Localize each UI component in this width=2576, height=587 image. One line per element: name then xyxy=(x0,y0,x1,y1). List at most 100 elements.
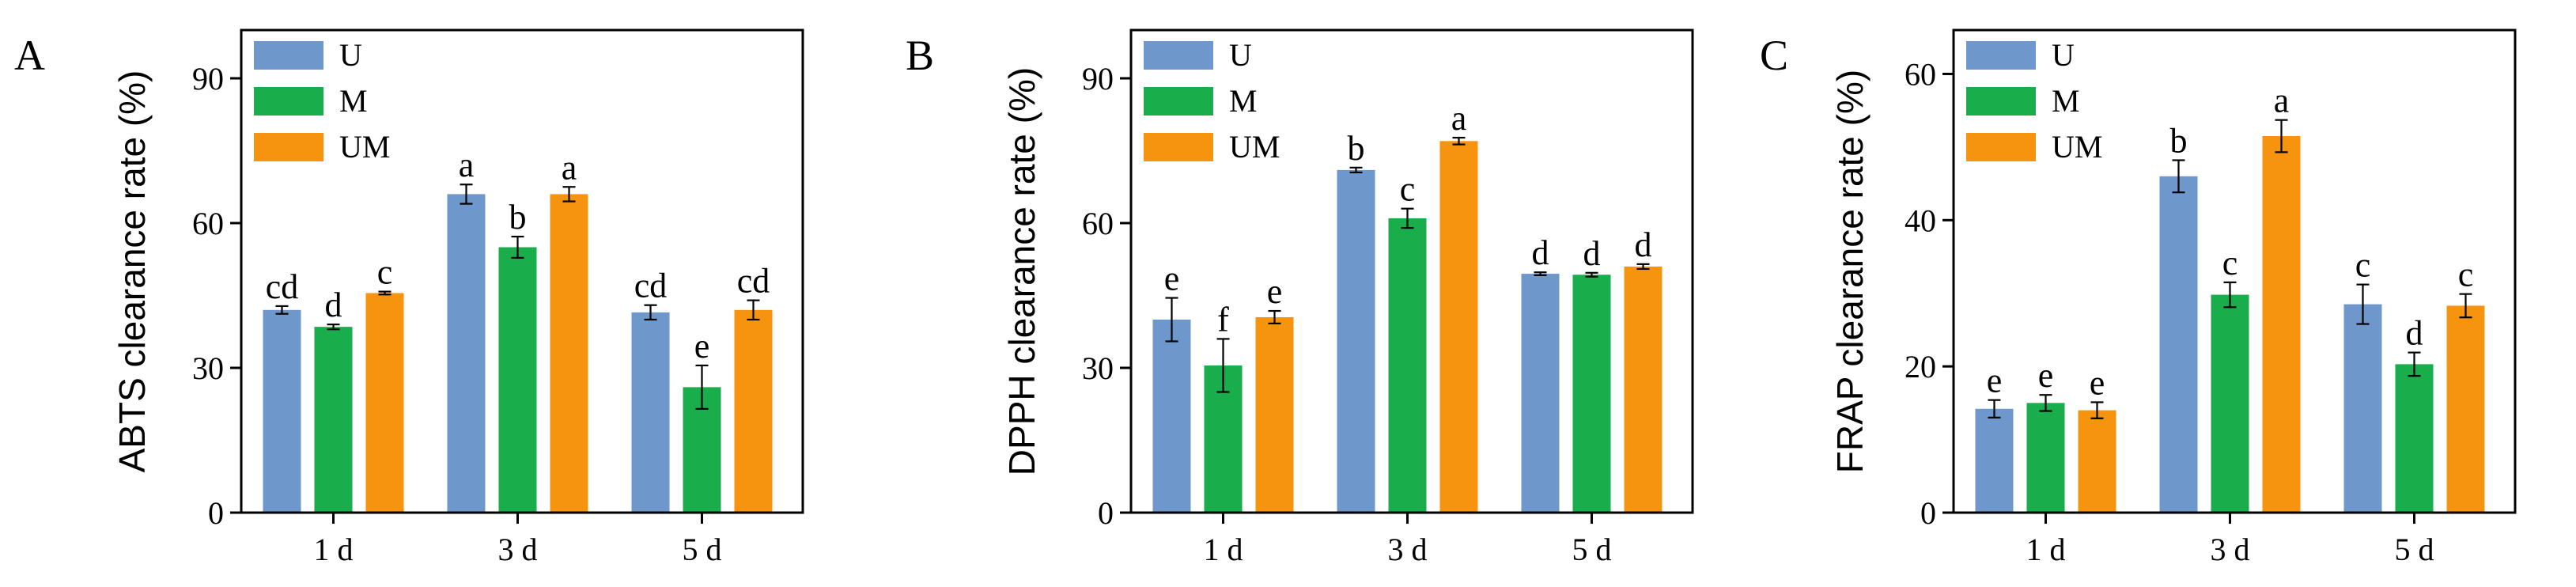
legend: UM UM xyxy=(254,37,390,165)
significance-letter: b xyxy=(2170,122,2188,161)
error-bar xyxy=(2459,293,2472,319)
bar-m xyxy=(2395,364,2434,513)
legend-label-u: U xyxy=(2052,37,2075,73)
error-bar xyxy=(1452,136,1466,146)
error-bar xyxy=(511,235,524,259)
legend-swatch-m xyxy=(254,87,323,116)
significance-letter: e xyxy=(1987,362,2003,400)
error-bar xyxy=(1585,271,1598,278)
legend-swatch-m xyxy=(1966,87,2036,116)
bar-u xyxy=(1337,169,1375,513)
bar-m xyxy=(1572,275,1611,513)
y-axis-label: FRAP clearance rate (%) xyxy=(1829,70,1871,473)
error-bar xyxy=(275,305,289,315)
bar-um xyxy=(365,293,404,513)
bar-m xyxy=(314,327,353,513)
error-bar xyxy=(2275,119,2288,153)
significance-letter: a xyxy=(562,148,577,187)
x-tick-label: 5 d xyxy=(1572,532,1612,567)
error-bar xyxy=(2172,159,2185,194)
legend-swatch-m xyxy=(1144,87,1213,116)
y-tick-label: 90 xyxy=(1082,61,1114,97)
bar-u xyxy=(1152,320,1191,513)
legend-label-um: UM xyxy=(2052,129,2102,165)
significance-letter: a xyxy=(1451,99,1467,138)
error-bar xyxy=(327,324,340,331)
bar-um xyxy=(2446,305,2485,513)
error-bar xyxy=(1988,399,2001,418)
bar-u xyxy=(263,309,301,513)
legend-label-um: UM xyxy=(339,129,390,165)
error-bar xyxy=(2223,281,2237,309)
error-bar xyxy=(644,304,657,321)
significance-letter: c xyxy=(2458,256,2474,294)
y-tick-label: 0 xyxy=(1098,495,1114,531)
y-tick-label: 40 xyxy=(1905,203,1936,238)
error-bar xyxy=(1636,263,1650,271)
bar-u xyxy=(2343,304,2382,513)
bar-m xyxy=(1388,218,1427,513)
legend-swatch-u xyxy=(1966,41,2036,70)
significance-letter: c xyxy=(2355,246,2371,285)
significance-letter: a xyxy=(2274,81,2290,120)
legend: UM UM xyxy=(1144,37,1280,165)
error-bar xyxy=(695,364,709,410)
legend-label-u: U xyxy=(339,37,362,73)
legend-label-m: M xyxy=(339,83,368,119)
y-tick-label: 60 xyxy=(192,206,224,241)
significance-letter: e xyxy=(2038,356,2054,395)
bar-m xyxy=(2211,294,2249,513)
bar-u xyxy=(2159,176,2198,513)
error-bar xyxy=(2090,401,2104,419)
y-axis-label: ABTS clearance rate (%) xyxy=(112,70,153,473)
x-tick-label: 5 d xyxy=(683,532,722,567)
y-tick-label: 0 xyxy=(208,495,224,531)
error-bar xyxy=(2408,351,2421,377)
x-tick-label: 1 d xyxy=(2026,532,2066,567)
y-tick-label: 0 xyxy=(1920,495,1936,531)
error-bar xyxy=(1401,207,1414,229)
bar-um xyxy=(2078,410,2116,513)
significance-letter: cd xyxy=(634,267,668,305)
error-bar xyxy=(1165,297,1178,343)
significance-letter: c xyxy=(1400,170,1416,209)
significance-letter: c xyxy=(2222,244,2238,282)
legend: UM UM xyxy=(1966,37,2102,165)
error-bar xyxy=(2039,394,2052,412)
significance-letter: e xyxy=(694,327,710,365)
significance-letter: cd xyxy=(737,262,770,301)
panel-letter: B xyxy=(906,32,934,79)
significance-letter: e xyxy=(2090,363,2105,402)
legend-label-m: M xyxy=(2052,83,2080,119)
y-tick-label: 60 xyxy=(1905,56,1936,92)
significance-letter: a xyxy=(459,146,475,184)
error-bar xyxy=(1268,309,1281,324)
bar-um xyxy=(1439,141,1478,513)
y-tick-label: 30 xyxy=(1082,350,1114,386)
legend-label-u: U xyxy=(1229,37,1252,73)
legend-swatch-u xyxy=(1144,41,1213,70)
legend-swatch-um xyxy=(254,133,323,161)
bar-um xyxy=(734,309,773,513)
significance-letter: f xyxy=(1217,300,1229,339)
significance-letter: e xyxy=(1267,272,1283,311)
error-bar xyxy=(460,184,473,205)
legend-swatch-um xyxy=(1966,133,2036,161)
error-bar xyxy=(747,299,760,321)
bar-um xyxy=(550,194,588,513)
plot-frame xyxy=(1129,28,1694,514)
significance-letter: d xyxy=(1532,233,1549,272)
x-tick-label: 3 d xyxy=(498,532,538,567)
bar-u xyxy=(1975,408,2014,513)
legend-label-m: M xyxy=(1229,83,1258,119)
y-tick-label: 60 xyxy=(1082,206,1114,241)
significance-letter: d xyxy=(2406,314,2423,353)
error-bar xyxy=(1216,338,1230,393)
y-tick-label: 30 xyxy=(192,350,224,386)
bar-um xyxy=(2262,136,2301,513)
bar-u xyxy=(447,194,486,513)
bar-u xyxy=(631,312,670,513)
